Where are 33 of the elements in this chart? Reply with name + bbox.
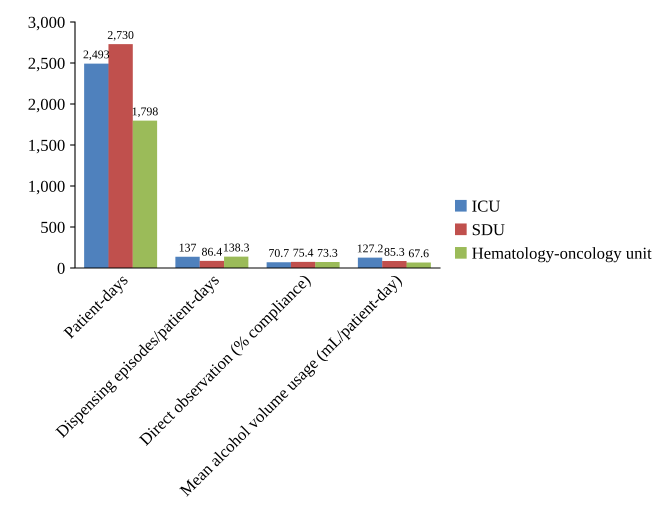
bar bbox=[175, 256, 200, 268]
data-label: 137 bbox=[180, 244, 196, 252]
bar bbox=[132, 120, 158, 268]
y-tick-label: 2,000 bbox=[28, 98, 65, 112]
data-label: 67.6 bbox=[408, 249, 429, 258]
data-label: 127.2 bbox=[358, 244, 383, 252]
y-tick-label: 3,000 bbox=[28, 16, 65, 30]
legend-label: Hematology-oncology unit bbox=[472, 247, 652, 262]
data-label: 73.3 bbox=[318, 248, 338, 257]
data-label: 70.7 bbox=[269, 249, 289, 258]
data-label: 2,730 bbox=[108, 30, 134, 41]
bar bbox=[406, 262, 431, 268]
bar bbox=[224, 256, 248, 268]
data-label: 1,798 bbox=[132, 107, 158, 118]
data-label: 75.4 bbox=[294, 248, 314, 257]
bar bbox=[382, 261, 407, 268]
data-label: 86.4 bbox=[202, 248, 222, 256]
y-tick-label: 500 bbox=[41, 222, 65, 233]
legend-label: ICU bbox=[472, 200, 500, 212]
y-tick-label: 0 bbox=[58, 262, 65, 274]
bar bbox=[290, 262, 316, 268]
bar bbox=[315, 262, 340, 268]
y-tick-label: 1,000 bbox=[29, 180, 65, 194]
bar bbox=[358, 258, 382, 268]
data-label: 138.3 bbox=[224, 244, 250, 252]
bar bbox=[200, 260, 224, 268]
bar bbox=[84, 64, 108, 268]
legend-label: SDU bbox=[472, 224, 505, 236]
data-label: 85.3 bbox=[384, 248, 404, 256]
y-tick-label: 1,500 bbox=[29, 140, 65, 154]
bar bbox=[108, 44, 133, 268]
y-tick-label: 2,500 bbox=[28, 58, 65, 72]
bar bbox=[266, 262, 291, 268]
